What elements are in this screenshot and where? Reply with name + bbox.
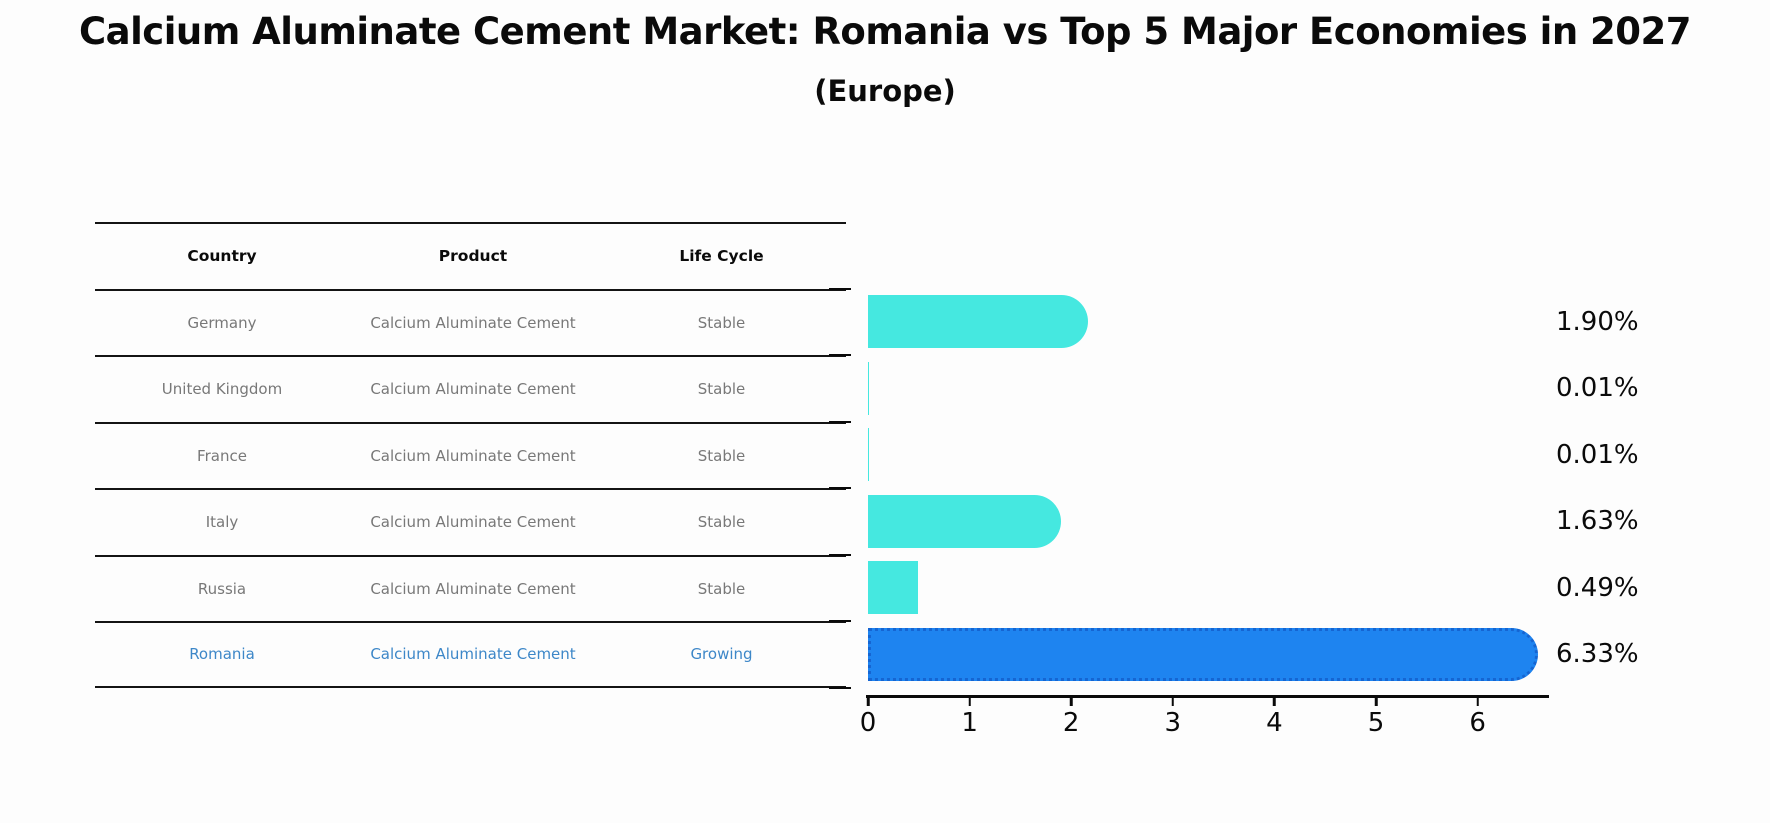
bar-italy: [868, 494, 1061, 548]
cell-country: Romania: [189, 645, 255, 664]
table-row-united-kingdom: United Kingdom Calcium Aluminate Cement …: [95, 355, 846, 422]
x-tick-label: 1: [961, 708, 978, 738]
x-tick-label: 3: [1164, 708, 1182, 738]
x-tick-label: 0: [859, 708, 877, 738]
column-header-country: Country: [187, 247, 257, 266]
x-tick-mark: [866, 695, 870, 706]
table-row-romania: Romania Calcium Aluminate Cement Growing: [95, 621, 846, 688]
cell-life-cycle: Growing: [690, 645, 753, 664]
page-subtitle: (Europe): [814, 74, 956, 108]
country-info-table: Country Product Life Cycle Germany Calci…: [95, 222, 846, 688]
x-tick-label: 2: [1062, 708, 1080, 738]
cell-country: Russia: [197, 579, 247, 598]
x-tick-label: 4: [1266, 708, 1283, 738]
value-label-russia: 0.49%: [1556, 572, 1639, 603]
cell-product: Calcium Aluminate Cement: [370, 446, 576, 465]
y-tick-mark: [829, 420, 851, 423]
x-tick-mark: [1069, 695, 1073, 706]
cell-product: Calcium Aluminate Cement: [370, 313, 576, 332]
page-title: Calcium Aluminate Cement Market: Romania…: [78, 10, 1692, 53]
cell-product: Calcium Aluminate Cement: [370, 513, 576, 532]
x-tick-mark: [1273, 695, 1276, 706]
column-header-life-cycle: Life Cycle: [679, 247, 764, 266]
table-header-row: Country Product Life Cycle: [95, 222, 846, 289]
cell-country: France: [197, 446, 247, 465]
y-tick-mark: [829, 354, 851, 356]
x-tick-mark: [968, 695, 971, 706]
x-tick-label: 5: [1367, 708, 1385, 738]
bar-france: [868, 428, 870, 482]
bar-romania: [868, 627, 1539, 681]
cell-product: Calcium Aluminate Cement: [370, 579, 576, 598]
value-label-united-kingdom: 0.01%: [1556, 373, 1639, 404]
cell-country: United Kingdom: [161, 380, 283, 399]
table-row-germany: Germany Calcium Aluminate Cement Stable: [95, 288, 846, 356]
cell-country: Italy: [205, 513, 239, 532]
value-label-romania: 6.33%: [1556, 639, 1639, 670]
x-axis-line: [866, 695, 1549, 698]
cell-life-cycle: Stable: [697, 579, 746, 598]
cell-life-cycle: Stable: [697, 313, 746, 332]
table-row-italy: Italy Calcium Aluminate Cement Stable: [95, 488, 846, 555]
y-tick-mark: [829, 287, 851, 290]
value-label-germany: 1.90%: [1556, 306, 1639, 337]
value-label-italy: 1.63%: [1556, 506, 1639, 537]
cell-country: Germany: [187, 313, 257, 332]
x-tick-mark: [1476, 695, 1479, 706]
cell-life-cycle: Stable: [697, 380, 746, 399]
y-tick-mark: [829, 620, 851, 622]
y-tick-mark: [829, 553, 851, 556]
x-tick-label: 6: [1469, 708, 1486, 738]
bar-russia: [868, 561, 918, 615]
y-tick-mark: [829, 487, 851, 489]
value-label-france: 0.01%: [1556, 439, 1639, 470]
x-tick-mark: [1374, 695, 1378, 706]
table-row-russia: Russia Calcium Aluminate Cement Stable: [95, 554, 846, 622]
bar-germany: [868, 295, 1089, 349]
table-row-france: France Calcium Aluminate Cement Stable: [95, 421, 846, 489]
bar-united-kingdom: [868, 361, 870, 415]
cell-life-cycle: Stable: [697, 513, 746, 532]
column-header-product: Product: [438, 247, 508, 266]
cell-life-cycle: Stable: [697, 446, 746, 465]
x-tick-mark: [1171, 695, 1175, 706]
cell-product: Calcium Aluminate Cement: [370, 380, 576, 399]
cell-product: Calcium Aluminate Cement: [370, 645, 576, 664]
y-tick-mark: [829, 686, 851, 689]
